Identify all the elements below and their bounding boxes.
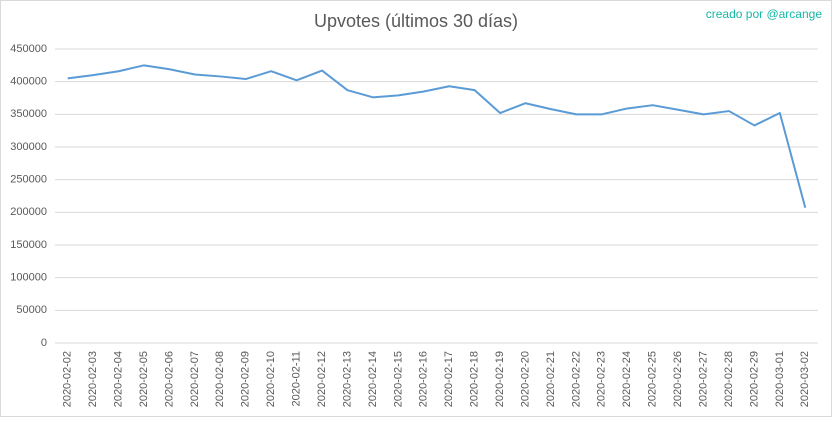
line: [67, 64, 807, 209]
x-tick-label: 2020-02-02: [62, 351, 74, 407]
x-tick-label: 2020-02-11: [291, 351, 303, 406]
x-tick-label: 2020-02-05: [138, 351, 150, 407]
x-tick-label: 2020-02-06: [163, 351, 175, 407]
x-tick-label: 2020-02-13: [341, 351, 353, 407]
y-tick-label: 350000: [10, 108, 47, 120]
x-tick-label: 2020-02-27: [697, 351, 709, 407]
y-tick-label: 150000: [10, 239, 47, 251]
x-tick-label: 2020-02-12: [316, 351, 328, 407]
annotation: creado por @arcange: [706, 7, 823, 21]
x-tick-label: 2020-02-17: [443, 351, 455, 407]
x-tick-label: 2020-02-08: [214, 351, 226, 407]
x-tick-label: 2020-02-19: [494, 351, 506, 407]
x-tick-label: 2020-02-03: [87, 351, 99, 407]
x-tick-label: 2020-02-04: [112, 351, 124, 407]
x-tick-label: 2020-02-21: [545, 351, 557, 407]
x-tick-label: 2020-02-14: [367, 351, 379, 407]
y-tick-label: 250000: [10, 174, 47, 186]
y-tick-label: 0: [41, 337, 47, 349]
x-tick-label: 2020-02-29: [748, 351, 760, 407]
y-tick-label: 450000: [10, 43, 47, 55]
x-tick-label: 2020-02-22: [570, 351, 582, 407]
chart-title: Upvotes (últimos 30 días): [314, 11, 518, 31]
x-tick-label: 2020-02-09: [240, 351, 252, 407]
x-tick-label: 2020-02-28: [723, 351, 735, 407]
y-tick-label: 100000: [10, 272, 47, 284]
x-tick-label: 2020-02-25: [647, 351, 659, 407]
x-tick-label: 2020-03-01: [774, 351, 786, 407]
y-tick-label: 200000: [10, 206, 47, 218]
y-tick-label: 50000: [16, 304, 47, 316]
x-tick-label: 2020-02-07: [189, 351, 201, 407]
y-tick-label: 300000: [10, 141, 47, 153]
x-tick-label: 2020-02-23: [596, 351, 608, 407]
x-tick-label: 2020-03-02: [799, 351, 811, 407]
x-tick-label: 2020-02-16: [418, 351, 430, 407]
x-tick-label: 2020-02-10: [265, 351, 277, 407]
x-tick-label: 2020-02-18: [469, 351, 481, 407]
y-tick-label: 400000: [10, 76, 47, 88]
x-tick-label: 2020-02-20: [519, 351, 531, 407]
x-tick-label: 2020-02-15: [392, 351, 404, 407]
x-tick-label: 2020-02-24: [621, 351, 633, 407]
x-tick-label: 2020-02-26: [672, 351, 684, 407]
